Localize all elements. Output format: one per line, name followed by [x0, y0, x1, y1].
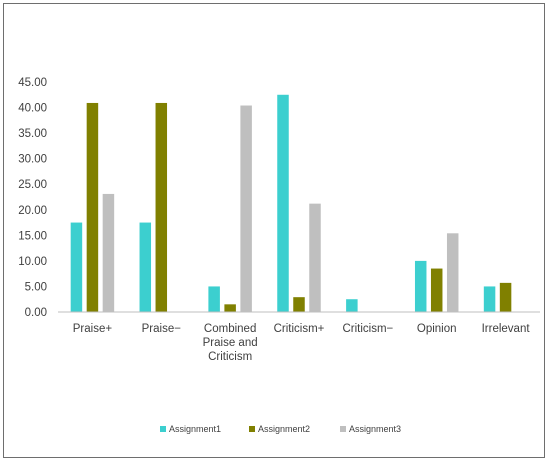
- y-tick-label: 15.00: [18, 230, 47, 242]
- bar-assignment3-5: [446, 233, 459, 312]
- x-category-label: Irrelevant: [482, 323, 531, 335]
- bar-assignment1-3: [277, 94, 289, 313]
- bar-assignment2-2: [224, 304, 236, 312]
- legend-label-assignment2: Assignment2: [258, 424, 310, 434]
- x-category-label: Combined Praise and Criticism: [203, 323, 258, 363]
- x-category-label: Criticism+: [274, 323, 325, 335]
- x-category-label: Opinion: [417, 323, 457, 335]
- legend-swatch-assignment2: [249, 426, 255, 432]
- bar-assignment1-0: [70, 222, 83, 312]
- y-tick-label: 10.00: [18, 256, 47, 268]
- x-category-label: Praise−: [142, 323, 182, 335]
- legend: Assignment1 Assignment2 Assignment3: [160, 424, 401, 434]
- y-tick-label: 0.00: [25, 307, 47, 319]
- bar-assignment2-5: [430, 268, 443, 312]
- y-tick-label: 35.00: [18, 128, 47, 140]
- bar-assignment2-3: [293, 297, 305, 312]
- bar-assignment1-5: [414, 260, 427, 312]
- bar-assignment1-1: [139, 222, 152, 312]
- y-tick-label: 5.00: [25, 281, 47, 293]
- bar-assignment3-2: [240, 105, 252, 312]
- legend-label-assignment3: Assignment3: [349, 424, 401, 434]
- bar-assignment2-1: [155, 102, 168, 312]
- y-tick-label: 45.00: [18, 77, 47, 89]
- y-axis-tick-labels: 0.00 5.00 10.00 15.00 20.00 25.00 30.00 35.00 40…: [18, 77, 47, 319]
- x-category-label: Criticism−: [342, 323, 393, 335]
- legend-swatch-assignment1: [160, 426, 166, 432]
- bar-assignment3-3: [309, 203, 321, 312]
- bar-assignment1-6: [483, 286, 496, 312]
- y-tick-label: 30.00: [18, 154, 47, 166]
- bar-assignment1-4: [346, 299, 358, 312]
- legend-label-assignment1: Assignment1: [169, 424, 221, 434]
- bar-assignment2-6: [499, 282, 512, 312]
- bar-assignment1-2: [208, 286, 220, 312]
- bars: [70, 94, 512, 313]
- x-category-label: Praise+: [73, 323, 113, 335]
- y-tick-label: 20.00: [18, 205, 47, 217]
- bar-assignment2-0: [86, 102, 99, 312]
- legend-swatch-assignment3: [340, 426, 346, 432]
- x-axis-category-labels: Praise+ Praise− Combined Praise and Criticis…: [73, 323, 531, 363]
- y-tick-label: 25.00: [18, 179, 47, 191]
- y-tick-label: 40.00: [18, 103, 47, 115]
- bar-assignment3-0: [102, 193, 115, 312]
